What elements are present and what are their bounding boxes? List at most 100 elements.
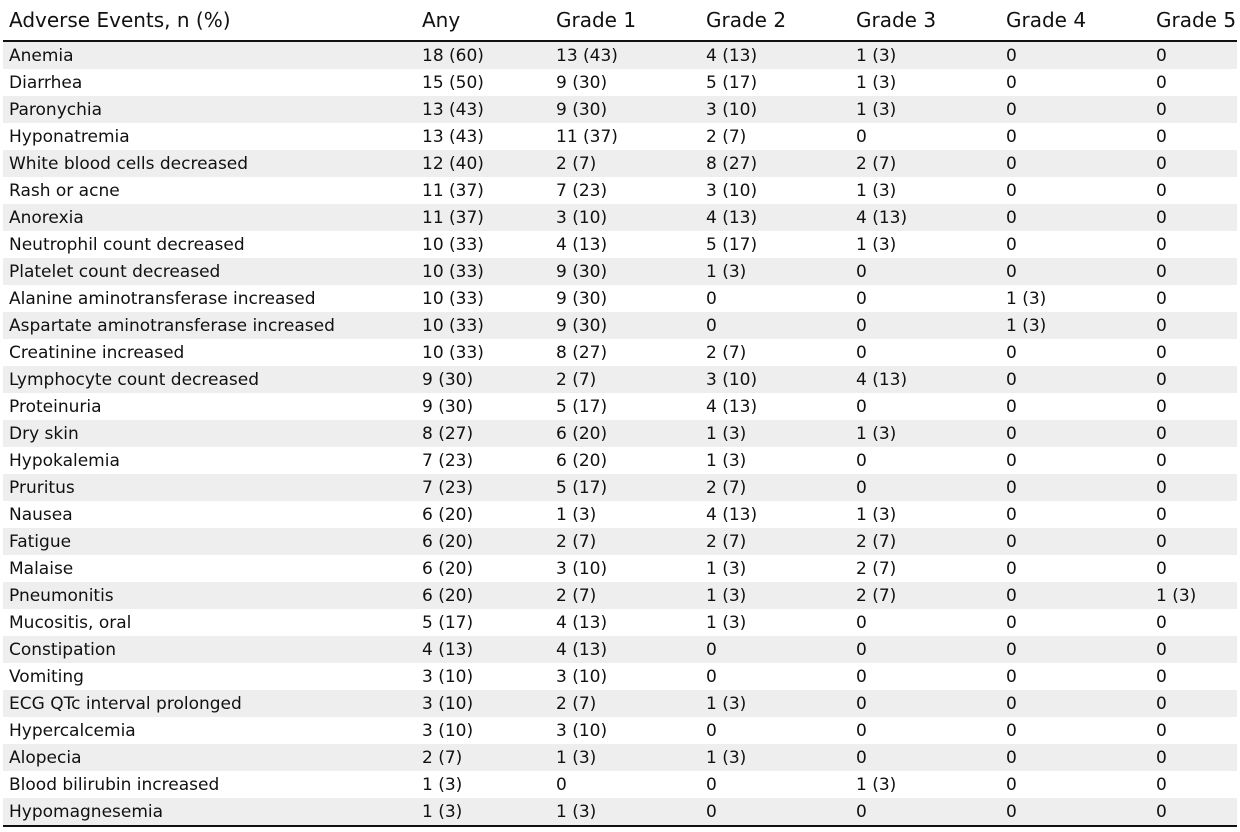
grade-3-cell: 0 bbox=[850, 123, 1000, 150]
grade-3-cell: 1 (3) bbox=[850, 771, 1000, 798]
any-cell: 6 (20) bbox=[416, 582, 550, 609]
any-cell: 10 (33) bbox=[416, 231, 550, 258]
grade-4-cell: 0 bbox=[1000, 123, 1150, 150]
grade-1-cell: 5 (17) bbox=[550, 474, 700, 501]
event-name-cell: Mucositis, oral bbox=[3, 609, 416, 636]
grade-2-cell: 0 bbox=[700, 312, 850, 339]
grade-2-cell: 0 bbox=[700, 636, 850, 663]
grade-5-cell: 0 bbox=[1150, 339, 1237, 366]
event-name-cell: Hypomagnesemia bbox=[3, 798, 416, 827]
grade-4-cell: 1 (3) bbox=[1000, 312, 1150, 339]
any-cell: 13 (43) bbox=[416, 123, 550, 150]
grade-5-cell: 0 bbox=[1150, 420, 1237, 447]
any-cell: 1 (3) bbox=[416, 798, 550, 827]
event-name-cell: Vomiting bbox=[3, 663, 416, 690]
table-row: Malaise 6 (20) 3 (10) 1 (3) 2 (7) 0 0 bbox=[3, 555, 1237, 582]
event-name-cell: Pruritus bbox=[3, 474, 416, 501]
event-name-cell: Diarrhea bbox=[3, 69, 416, 96]
grade-2-cell: 0 bbox=[700, 663, 850, 690]
grade-5-cell: 0 bbox=[1150, 177, 1237, 204]
grade-1-cell: 5 (17) bbox=[550, 393, 700, 420]
any-cell: 7 (23) bbox=[416, 474, 550, 501]
table-row: White blood cells decreased 12 (40) 2 (7) 8… bbox=[3, 150, 1237, 177]
event-name-cell: Hypokalemia bbox=[3, 447, 416, 474]
grade-4-cell: 0 bbox=[1000, 798, 1150, 827]
adverse-events-table-container: Adverse Events, n (%) Any Grade 1 Grade … bbox=[3, 0, 1237, 827]
grade-2-cell: 5 (17) bbox=[700, 231, 850, 258]
grade-2-cell: 2 (7) bbox=[700, 123, 850, 150]
grade-5-cell: 0 bbox=[1150, 636, 1237, 663]
grade-3-cell: 0 bbox=[850, 474, 1000, 501]
grade-1-cell: 9 (30) bbox=[550, 69, 700, 96]
grade-3-cell: 1 (3) bbox=[850, 420, 1000, 447]
grade-4-cell: 0 bbox=[1000, 474, 1150, 501]
any-cell: 10 (33) bbox=[416, 312, 550, 339]
grade-2-cell: 1 (3) bbox=[700, 555, 850, 582]
column-header-grade-5: Grade 5 bbox=[1150, 0, 1237, 42]
grade-2-cell: 2 (7) bbox=[700, 528, 850, 555]
grade-3-cell: 2 (7) bbox=[850, 150, 1000, 177]
grade-2-cell: 3 (10) bbox=[700, 366, 850, 393]
any-cell: 10 (33) bbox=[416, 258, 550, 285]
grade-5-cell: 0 bbox=[1150, 447, 1237, 474]
table-row: Dry skin 8 (27) 6 (20) 1 (3) 1 (3) 0 0 bbox=[3, 420, 1237, 447]
event-name-cell: Rash or acne bbox=[3, 177, 416, 204]
event-name-cell: Nausea bbox=[3, 501, 416, 528]
grade-5-cell: 1 (3) bbox=[1150, 582, 1237, 609]
table-header: Adverse Events, n (%) Any Grade 1 Grade … bbox=[3, 0, 1237, 42]
table-row: Alopecia 2 (7) 1 (3) 1 (3) 0 0 0 bbox=[3, 744, 1237, 771]
grade-2-cell: 0 bbox=[700, 798, 850, 827]
event-name-cell: Paronychia bbox=[3, 96, 416, 123]
grade-4-cell: 0 bbox=[1000, 339, 1150, 366]
any-cell: 18 (60) bbox=[416, 41, 550, 69]
grade-1-cell: 4 (13) bbox=[550, 636, 700, 663]
grade-5-cell: 0 bbox=[1150, 96, 1237, 123]
table-row: Pruritus 7 (23) 5 (17) 2 (7) 0 0 0 bbox=[3, 474, 1237, 501]
grade-3-cell: 1 (3) bbox=[850, 177, 1000, 204]
grade-3-cell: 4 (13) bbox=[850, 204, 1000, 231]
grade-4-cell: 0 bbox=[1000, 258, 1150, 285]
grade-3-cell: 1 (3) bbox=[850, 231, 1000, 258]
table-row: Blood bilirubin increased 1 (3) 0 0 1 (3) 0 0 bbox=[3, 771, 1237, 798]
event-name-cell: Aspartate aminotransferase increased bbox=[3, 312, 416, 339]
grade-1-cell: 3 (10) bbox=[550, 555, 700, 582]
grade-1-cell: 9 (30) bbox=[550, 258, 700, 285]
grade-5-cell: 0 bbox=[1150, 258, 1237, 285]
grade-5-cell: 0 bbox=[1150, 393, 1237, 420]
grade-3-cell: 0 bbox=[850, 393, 1000, 420]
table-row: Anorexia 11 (37) 3 (10) 4 (13) 4 (13) 0 0 bbox=[3, 204, 1237, 231]
grade-4-cell: 0 bbox=[1000, 555, 1150, 582]
grade-3-cell: 4 (13) bbox=[850, 366, 1000, 393]
grade-4-cell: 0 bbox=[1000, 771, 1150, 798]
grade-1-cell: 9 (30) bbox=[550, 96, 700, 123]
column-header-grade-1: Grade 1 bbox=[550, 0, 700, 42]
grade-2-cell: 2 (7) bbox=[700, 474, 850, 501]
grade-1-cell: 2 (7) bbox=[550, 582, 700, 609]
grade-1-cell: 8 (27) bbox=[550, 339, 700, 366]
grade-5-cell: 0 bbox=[1150, 312, 1237, 339]
grade-4-cell: 0 bbox=[1000, 231, 1150, 258]
event-name-cell: Alanine aminotransferase increased bbox=[3, 285, 416, 312]
grade-2-cell: 4 (13) bbox=[700, 501, 850, 528]
grade-5-cell: 0 bbox=[1150, 150, 1237, 177]
any-cell: 4 (13) bbox=[416, 636, 550, 663]
column-header-any: Any bbox=[416, 0, 550, 42]
table-row: Neutrophil count decreased 10 (33) 4 (13) 5… bbox=[3, 231, 1237, 258]
grade-4-cell: 0 bbox=[1000, 636, 1150, 663]
grade-4-cell: 0 bbox=[1000, 501, 1150, 528]
grade-5-cell: 0 bbox=[1150, 771, 1237, 798]
grade-1-cell: 7 (23) bbox=[550, 177, 700, 204]
grade-4-cell: 0 bbox=[1000, 41, 1150, 69]
adverse-events-table: Adverse Events, n (%) Any Grade 1 Grade … bbox=[3, 0, 1237, 827]
grade-2-cell: 5 (17) bbox=[700, 69, 850, 96]
grade-3-cell: 0 bbox=[850, 690, 1000, 717]
event-name-cell: White blood cells decreased bbox=[3, 150, 416, 177]
grade-2-cell: 3 (10) bbox=[700, 177, 850, 204]
table-row: Paronychia 13 (43) 9 (30) 3 (10) 1 (3) 0 0 bbox=[3, 96, 1237, 123]
grade-1-cell: 9 (30) bbox=[550, 285, 700, 312]
grade-2-cell: 2 (7) bbox=[700, 339, 850, 366]
grade-5-cell: 0 bbox=[1150, 204, 1237, 231]
grade-1-cell: 4 (13) bbox=[550, 609, 700, 636]
grade-5-cell: 0 bbox=[1150, 798, 1237, 827]
table-row: Alanine aminotransferase increased 10 (33… bbox=[3, 285, 1237, 312]
